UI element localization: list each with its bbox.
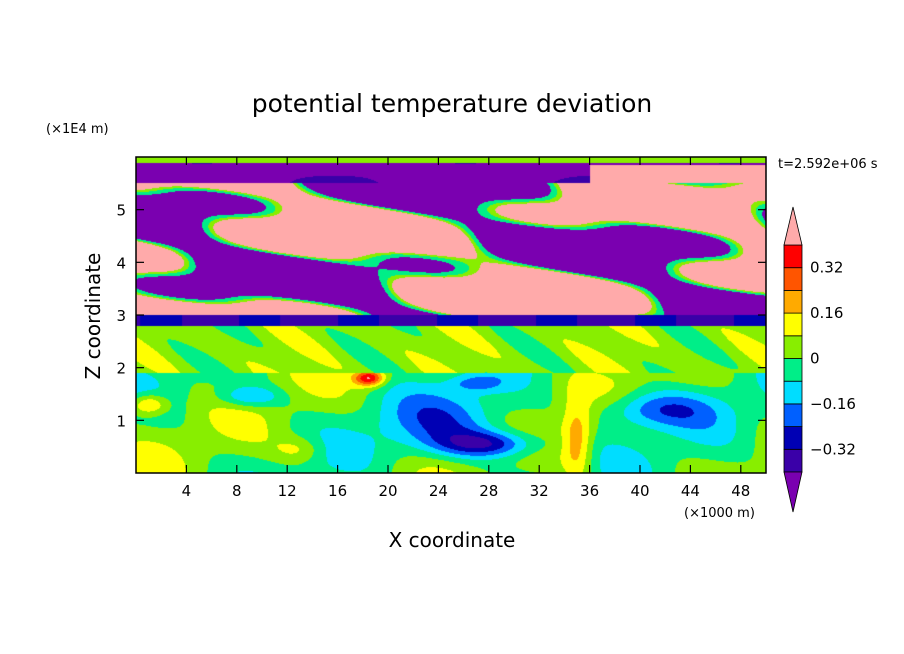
colorbar-segment [783,289,803,314]
x-unit-label: (×1000 m) [684,506,755,521]
x-tick-label: 20 [378,482,397,500]
contour-image [136,157,766,473]
x-tick-label: 24 [429,482,448,500]
colorbar-segment [783,426,803,450]
colorbar-tick-label: 0.16 [810,304,843,322]
colorbar-segment [783,403,803,427]
colorbar-segment [783,448,803,473]
y-tick-label: 2 [116,360,126,378]
x-tick-label: 40 [630,482,649,500]
colorbar-segment [783,380,803,405]
colorbar-upper-extend [783,206,803,246]
y-tick-label: 3 [116,307,126,325]
x-tick-label: 44 [681,482,700,500]
time-label: t=2.592e+06 s [778,157,878,172]
colorbar-segment [783,267,803,291]
x-tick-label: 16 [328,482,347,500]
colorbar-segment [783,358,803,382]
colorbar-segment [783,312,803,337]
y-axis: 1 2 3 4 5 [116,202,766,430]
x-tick-label: 28 [479,482,498,500]
x-tick-label: 4 [182,482,192,500]
y-tick-label: 1 [116,412,126,430]
chart-title: potential temperature deviation [252,89,652,118]
y-tick-label: 4 [116,254,126,272]
y-unit-label: (×1E4 m) [46,122,109,137]
colorbar-tick-label: −0.16 [810,395,856,413]
y-axis-label: Z coordinate [81,253,105,380]
x-tick-label: 12 [278,482,297,500]
x-tick-label: 32 [530,482,549,500]
x-tick-label: 36 [580,482,599,500]
colorbar-tick-label: −0.32 [810,440,856,458]
y-tick-label: 5 [116,202,126,220]
contour-field [136,157,766,473]
colorbar: 0.32 0.16 0 −0.16 −0.32 [783,206,856,513]
colorbar-tick-label: 0.32 [810,259,843,277]
x-tick-label: 8 [232,482,242,500]
colorbar-segment [783,244,803,269]
colorbar-segment [783,335,803,359]
colorbar-tick-label: 0 [810,350,820,368]
x-axis-label: X coordinate [389,528,516,552]
colorbar-lower-extend [783,471,803,513]
x-axis: 4 8 12 16 20 24 28 32 36 40 44 48 [182,157,750,500]
x-tick-label: 48 [731,482,750,500]
